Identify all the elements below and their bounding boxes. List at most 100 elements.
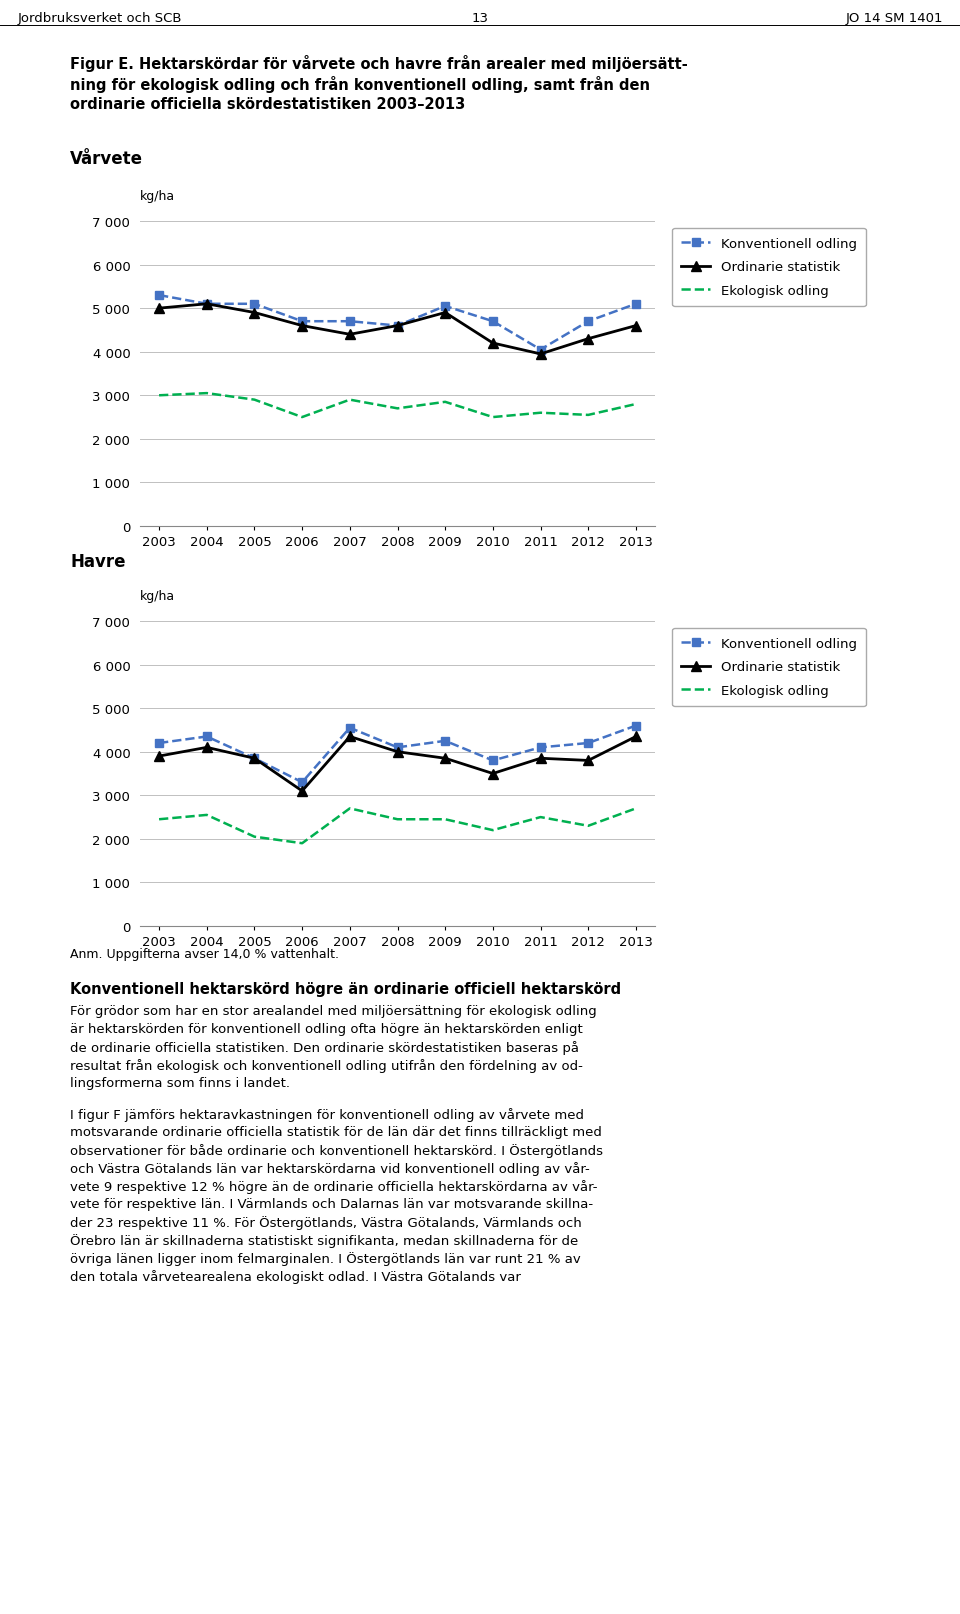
Line: Konventionell odling: Konventionell odling: [155, 292, 640, 355]
Konventionell odling: [201, 295, 212, 315]
Ordinarie statistik: [630, 316, 641, 336]
Text: Vårvete: Vårvete: [70, 150, 143, 168]
Text: 13: 13: [471, 11, 489, 24]
Ordinarie statistik: [297, 781, 308, 801]
Text: Konventionell hektarskörd högre än ordinarie officiell hektarskörd: Konventionell hektarskörd högre än ordin…: [70, 981, 621, 996]
Konventionell odling: [154, 734, 165, 754]
Text: Jordbruksverket och SCB: Jordbruksverket och SCB: [17, 11, 181, 24]
Ordinarie statistik: [344, 728, 355, 747]
Konventionell odling: [154, 286, 165, 305]
Text: lingsformerna som finns i landet.: lingsformerna som finns i landet.: [70, 1077, 290, 1089]
Line: Ordinarie statistik: Ordinarie statistik: [155, 733, 640, 796]
Konventionell odling: [392, 738, 403, 757]
Ordinarie statistik: [440, 303, 451, 323]
Text: kg/ha: kg/ha: [140, 589, 175, 602]
Ekologisk odling: [249, 391, 260, 410]
Konventionell odling: [297, 773, 308, 792]
Ekologisk odling: [249, 828, 260, 847]
Text: är hektarskörden för konventionell odling ofta högre än hektarskörden enligt: är hektarskörden för konventionell odlin…: [70, 1022, 583, 1035]
Ordinarie statistik: [154, 299, 165, 318]
Text: Örebro län är skillnaderna statistiskt signifikanta, medan skillnaderna för de: Örebro län är skillnaderna statistiskt s…: [70, 1233, 578, 1248]
Konventionell odling: [344, 313, 355, 332]
Ordinarie statistik: [392, 742, 403, 762]
Ordinarie statistik: [583, 751, 594, 770]
Text: ning för ekologisk odling och från konventionell odling, samt från den: ning för ekologisk odling och från konve…: [70, 76, 650, 94]
Ordinarie statistik: [583, 329, 594, 349]
Text: För grödor som har en stor arealandel med miljöersättning för ekologisk odling: För grödor som har en stor arealandel me…: [70, 1004, 597, 1017]
Line: Konventionell odling: Konventionell odling: [155, 721, 640, 788]
Text: den totala vårvetearealena ekologiskt odlad. I Västra Götalands var: den totala vårvetearealena ekologiskt od…: [70, 1269, 521, 1283]
Ordinarie statistik: [487, 765, 498, 784]
Ekologisk odling: [583, 817, 594, 836]
Konventionell odling: [249, 749, 260, 768]
Text: de ordinarie officiella statistiken. Den ordinarie skördestatistiken baseras på: de ordinarie officiella statistiken. Den…: [70, 1041, 579, 1054]
Ekologisk odling: [487, 408, 498, 428]
Text: vete för respektive län. I Värmlands och Dalarnas län var motsvarande skillna-: vete för respektive län. I Värmlands och…: [70, 1198, 593, 1210]
Ekologisk odling: [487, 822, 498, 841]
Legend: Konventionell odling, Ordinarie statistik, Ekologisk odling: Konventionell odling, Ordinarie statisti…: [672, 628, 866, 707]
Ordinarie statistik: [201, 295, 212, 315]
Ekologisk odling: [630, 799, 641, 818]
Konventionell odling: [487, 751, 498, 770]
Konventionell odling: [249, 295, 260, 315]
Line: Ordinarie statistik: Ordinarie statistik: [155, 300, 640, 360]
Konventionell odling: [583, 313, 594, 332]
Ekologisk odling: [154, 810, 165, 830]
Ekologisk odling: [392, 399, 403, 418]
Ekologisk odling: [583, 407, 594, 426]
Konventionell odling: [392, 316, 403, 336]
Text: I figur F jämförs hektaravkastningen för konventionell odling av vårvete med: I figur F jämförs hektaravkastningen för…: [70, 1107, 584, 1122]
Ekologisk odling: [344, 799, 355, 818]
Legend: Konventionell odling, Ordinarie statistik, Ekologisk odling: Konventionell odling, Ordinarie statisti…: [672, 229, 866, 307]
Konventionell odling: [440, 731, 451, 751]
Ekologisk odling: [535, 809, 546, 828]
Ekologisk odling: [201, 805, 212, 825]
Ordinarie statistik: [154, 747, 165, 767]
Konventionell odling: [297, 313, 308, 332]
Ekologisk odling: [154, 386, 165, 405]
Konventionell odling: [535, 341, 546, 360]
Ordinarie statistik: [297, 316, 308, 336]
Konventionell odling: [487, 313, 498, 332]
Ordinarie statistik: [630, 728, 641, 747]
Text: Anm. Uppgifterna avser 14,0 % vattenhalt.: Anm. Uppgifterna avser 14,0 % vattenhalt…: [70, 947, 339, 960]
Ekologisk odling: [630, 395, 641, 415]
Text: observationer för både ordinarie och konventionell hektarskörd. I Östergötlands: observationer för både ordinarie och kon…: [70, 1143, 603, 1157]
Ekologisk odling: [344, 391, 355, 410]
Konventionell odling: [583, 734, 594, 754]
Ordinarie statistik: [487, 334, 498, 353]
Ordinarie statistik: [535, 345, 546, 365]
Ekologisk odling: [297, 834, 308, 854]
Text: vete 9 respektive 12 % högre än de ordinarie officiella hektarskördarna av vår-: vete 9 respektive 12 % högre än de ordin…: [70, 1180, 597, 1193]
Ordinarie statistik: [344, 326, 355, 345]
Line: Ekologisk odling: Ekologisk odling: [159, 394, 636, 418]
Ordinarie statistik: [392, 316, 403, 336]
Text: ordinarie officiella skördestatistiken 2003–2013: ordinarie officiella skördestatistiken 2…: [70, 97, 466, 111]
Konventionell odling: [630, 295, 641, 315]
Text: resultat från ekologisk och konventionell odling utifrån den fördelning av od-: resultat från ekologisk och konventionel…: [70, 1059, 583, 1072]
Text: JO 14 SM 1401: JO 14 SM 1401: [845, 11, 943, 24]
Konventionell odling: [630, 717, 641, 736]
Ekologisk odling: [392, 810, 403, 830]
Text: övriga länen ligger inom felmarginalen. I Östergötlands län var runt 21 % av: övriga länen ligger inom felmarginalen. …: [70, 1251, 581, 1265]
Konventionell odling: [201, 728, 212, 747]
Ekologisk odling: [535, 404, 546, 423]
Ordinarie statistik: [249, 749, 260, 768]
Text: Figur E. Hektarskördar för vårvete och havre från arealer med miljöersätt-: Figur E. Hektarskördar för vårvete och h…: [70, 55, 687, 73]
Text: Havre: Havre: [70, 552, 126, 571]
Line: Ekologisk odling: Ekologisk odling: [159, 809, 636, 844]
Text: der 23 respektive 11 %. För Östergötlands, Västra Götalands, Värmlands och: der 23 respektive 11 %. För Östergötland…: [70, 1215, 582, 1230]
Ekologisk odling: [440, 392, 451, 412]
Ordinarie statistik: [440, 749, 451, 768]
Text: kg/ha: kg/ha: [140, 190, 175, 203]
Ekologisk odling: [201, 384, 212, 404]
Text: och Västra Götalands län var hektarskördarna vid konventionell odling av vår-: och Västra Götalands län var hektarskörd…: [70, 1162, 589, 1175]
Ordinarie statistik: [249, 303, 260, 323]
Ekologisk odling: [440, 810, 451, 830]
Konventionell odling: [535, 738, 546, 757]
Text: motsvarande ordinarie officiella statistik för de län där det finns tillräckligt: motsvarande ordinarie officiella statist…: [70, 1125, 602, 1138]
Konventionell odling: [344, 718, 355, 738]
Ordinarie statistik: [535, 749, 546, 768]
Ordinarie statistik: [201, 738, 212, 757]
Konventionell odling: [440, 297, 451, 316]
